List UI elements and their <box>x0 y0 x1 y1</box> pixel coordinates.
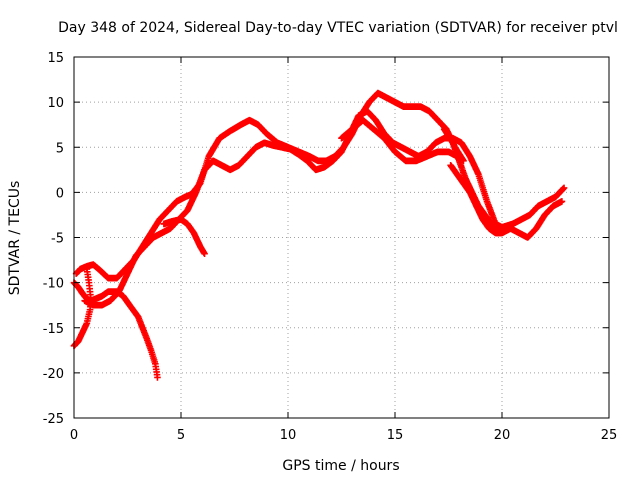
series-track-e <box>160 216 208 258</box>
y-tick-label: -25 <box>43 412 64 427</box>
x-tick-label: 10 <box>280 428 297 443</box>
data-point <box>201 250 208 258</box>
x-tick-label: 25 <box>601 428 618 443</box>
data-point <box>154 374 161 381</box>
series-track-f <box>338 116 461 165</box>
series-track-d <box>81 107 568 309</box>
y-tick-label: 0 <box>56 186 64 201</box>
series-track-c <box>72 89 467 282</box>
series-track-h <box>440 125 516 232</box>
grid-lines <box>74 57 609 418</box>
x-tick-label: 0 <box>70 428 78 443</box>
y-tick-label: -10 <box>43 277 64 292</box>
chart-title: Day 348 of 2024, Sidereal Day-to-day VTE… <box>58 20 618 36</box>
y-tick-label: 5 <box>56 141 64 156</box>
y-tick-label: 15 <box>47 51 64 66</box>
data-point <box>560 184 568 192</box>
y-tick-label: -15 <box>43 322 64 337</box>
data-point <box>509 220 516 228</box>
x-axis-label: GPS time / hours <box>282 458 399 474</box>
data-points <box>70 89 568 381</box>
x-tick-label: 5 <box>177 428 185 443</box>
series-track-g <box>447 162 566 241</box>
x-tick-label: 20 <box>494 428 511 443</box>
y-axis-label: SDTVAR / TECUs <box>7 181 23 296</box>
axis-ticks: 0 5 10 15 20 25 -25 -20 -15 -10 -5 0 5 10 15 <box>43 51 618 443</box>
data-point <box>558 198 566 205</box>
x-tick-label: 15 <box>387 428 404 443</box>
y-tick-label: -20 <box>43 367 64 382</box>
y-tick-label: 10 <box>47 96 64 111</box>
series-track-b <box>70 265 95 350</box>
y-tick-label: -5 <box>51 232 64 247</box>
